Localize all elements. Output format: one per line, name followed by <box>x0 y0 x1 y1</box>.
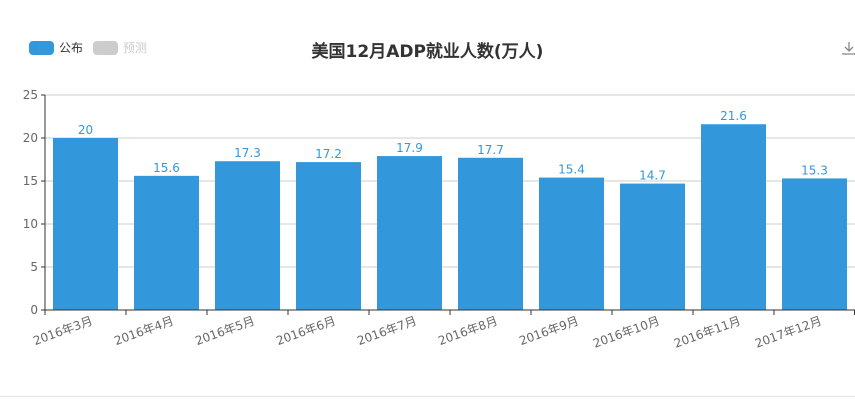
bar <box>215 161 280 310</box>
legend-item-published[interactable]: 公布 <box>29 39 83 56</box>
bar <box>53 138 118 310</box>
chart-title: 美国12月ADP就业人数(万人) <box>311 42 544 62</box>
data-label: 15.4 <box>558 163 585 177</box>
bar <box>377 156 442 310</box>
legend-swatch <box>29 40 54 55</box>
data-label: 14.7 <box>639 169 666 183</box>
data-label: 17.2 <box>315 147 342 161</box>
bar <box>620 183 685 310</box>
y-tick-label: 20 <box>23 131 38 145</box>
x-tick-label: 2016年8月 <box>436 314 499 348</box>
bar <box>296 162 361 310</box>
bar-chart: 0 5 10 15 20 25 20 2016年3月 15.6 2016年4月 17.3 2016年5… <box>23 88 855 351</box>
legend-label: 预测 <box>123 41 148 55</box>
y-tick-label: 10 <box>23 217 38 231</box>
data-label: 21.6 <box>720 109 747 123</box>
y-tick-label: 5 <box>30 260 38 274</box>
data-label: 20 <box>78 123 93 137</box>
bar <box>782 178 847 310</box>
y-tick-label: 25 <box>23 88 38 102</box>
bar <box>701 124 766 311</box>
data-label: 17.7 <box>477 143 504 157</box>
x-tick-label: 2016年11月 <box>672 314 742 351</box>
x-tick-label: 2016年10月 <box>591 314 661 351</box>
data-label: 17.9 <box>396 141 423 155</box>
y-tick-label: 15 <box>23 174 38 188</box>
bar <box>539 177 604 310</box>
legend-item-forecast[interactable]: 预测 <box>93 39 147 56</box>
data-label: 17.3 <box>234 146 261 160</box>
legend-label: 公布 <box>59 41 84 55</box>
y-tick-label: 0 <box>30 303 38 317</box>
x-tick-label: 2016年6月 <box>274 314 337 348</box>
x-tick-label: 2017年12月 <box>753 314 823 351</box>
data-label: 15.3 <box>801 163 828 177</box>
data-label: 15.6 <box>153 161 180 175</box>
x-tick-label: 2016年4月 <box>112 314 175 348</box>
divider <box>0 396 855 397</box>
download-icon[interactable] <box>841 40 855 56</box>
x-tick-label: 2016年7月 <box>355 314 418 348</box>
x-tick-label: 2016年9月 <box>517 314 580 348</box>
legend-swatch <box>93 40 118 55</box>
x-tick-label: 2016年5月 <box>193 314 256 348</box>
bar <box>458 157 523 310</box>
x-tick-label: 2016年3月 <box>31 314 94 348</box>
bar <box>134 175 199 310</box>
